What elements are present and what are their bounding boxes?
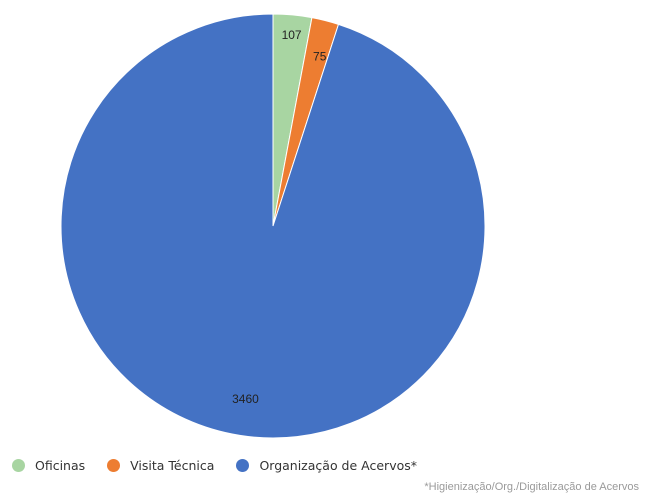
pie-slices [60,13,486,439]
legend-swatch-visita-tecnica [107,458,121,472]
data-label-visita-tecnica: 75 [313,50,327,64]
legend-item-organizacao-de-acervos[interactable]: Organização de Acervos* [236,458,417,473]
pie-slice-organizacao-de-acervos[interactable] [60,13,486,439]
legend-item-visita-tecnica[interactable]: Visita Técnica [107,458,214,473]
legend-swatch-oficinas [12,458,25,472]
legend-item-oficinas[interactable]: Oficinas [12,458,85,473]
legend-label-organizacao-de-acervos: Organização de Acervos* [259,457,417,473]
chart-legend: Oficinas Visita Técnica Organização de A… [12,455,439,475]
chart-footnote: *Higienização/Org./Digitalização de Acer… [424,481,639,493]
data-label-organizacao-de-acervos: 3460 [232,392,259,406]
pie-data-labels: 107 75 3460 [232,28,327,406]
data-label-oficinas: 107 [282,28,302,42]
legend-label-visita-tecnica: Visita Técnica [130,457,215,473]
legend-swatch-organizacao-de-acervos [236,458,250,472]
legend-label-oficinas: Oficinas [35,457,86,473]
